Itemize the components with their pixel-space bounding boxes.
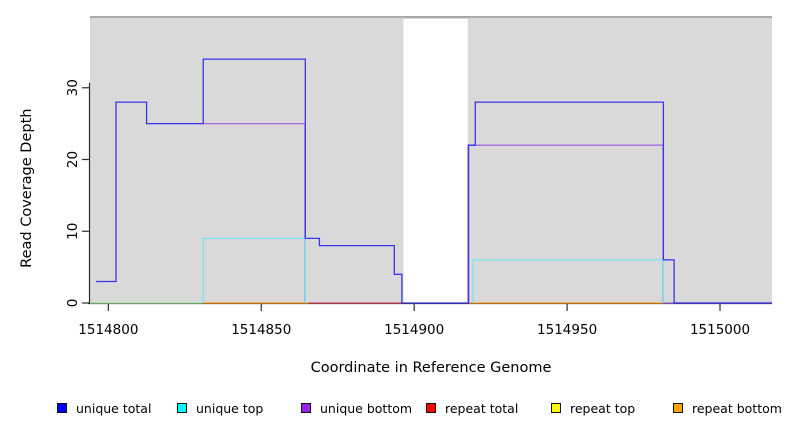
x-tick-label: 1514850 bbox=[231, 322, 291, 338]
legend-swatch-unique-top bbox=[177, 403, 187, 413]
legend-label: unique top bbox=[196, 400, 264, 416]
legend-item-repeat-bottom: repeat bottom bbox=[673, 398, 782, 418]
legend-item-repeat-total: repeat total bbox=[426, 398, 518, 418]
legend-label: repeat bottom bbox=[692, 400, 782, 416]
series-line-unique-top bbox=[472, 259, 665, 303]
y-tick-label: 10 bbox=[65, 223, 81, 240]
series-line-unique-top bbox=[202, 237, 306, 303]
legend-swatch-unique-total bbox=[57, 403, 67, 413]
y-axis-title: Read Coverage Depth bbox=[19, 109, 35, 268]
y-tick-label: 20 bbox=[65, 151, 81, 168]
legend-label: unique total bbox=[76, 400, 152, 416]
legend-item-unique-total: unique total bbox=[57, 398, 151, 418]
x-axis-title: Coordinate in Reference Genome bbox=[311, 360, 552, 376]
legend-label: unique bottom bbox=[320, 400, 413, 416]
x-tick-label: 1514900 bbox=[384, 322, 444, 338]
x-tick-label: 1514800 bbox=[78, 322, 138, 338]
coverage-plot: 1514800 1514850 1514900 1514950 1515000 0 10 20… bbox=[19, 16, 772, 376]
legend-swatch-repeat-total bbox=[426, 403, 436, 413]
legend-item-unique-bottom: unique bottom bbox=[301, 398, 412, 418]
y-tick-label: 30 bbox=[65, 79, 81, 96]
legend-item-unique-top: unique top bbox=[177, 398, 263, 418]
legend-label: repeat total bbox=[445, 400, 519, 416]
y-tick-label: 0 bbox=[65, 299, 81, 308]
uncovered-gap-band bbox=[403, 19, 468, 303]
legend-item-repeat-top: repeat top bbox=[551, 398, 635, 418]
series-line-unique-total bbox=[96, 58, 772, 304]
x-tick-label: 1514950 bbox=[537, 322, 597, 338]
legend-swatch-unique-bottom bbox=[301, 403, 311, 413]
legend-label: repeat top bbox=[570, 400, 636, 416]
legend: unique total unique top unique bottom repea… bbox=[0, 398, 792, 420]
x-tick-label: 1515000 bbox=[690, 322, 750, 338]
legend-swatch-repeat-top bbox=[551, 403, 561, 413]
legend-swatch-repeat-bottom bbox=[673, 403, 683, 413]
